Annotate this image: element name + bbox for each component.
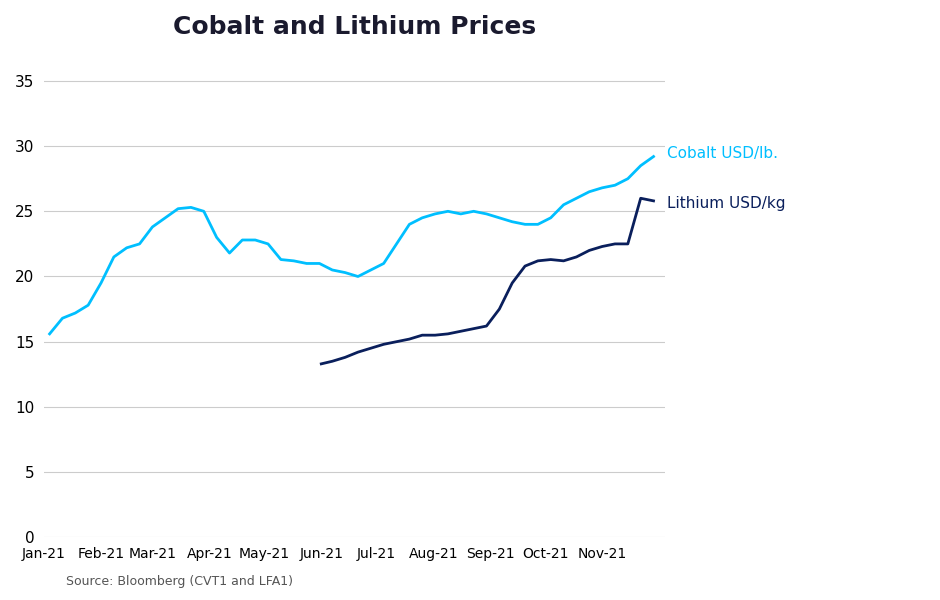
Text: Source: Bloomberg (CVT1 and LFA1): Source: Bloomberg (CVT1 and LFA1)	[66, 575, 292, 588]
Text: Cobalt USD/lb.: Cobalt USD/lb.	[667, 146, 778, 161]
Title: Cobalt and Lithium Prices: Cobalt and Lithium Prices	[173, 15, 536, 39]
Text: Lithium USD/kg: Lithium USD/kg	[667, 196, 786, 211]
